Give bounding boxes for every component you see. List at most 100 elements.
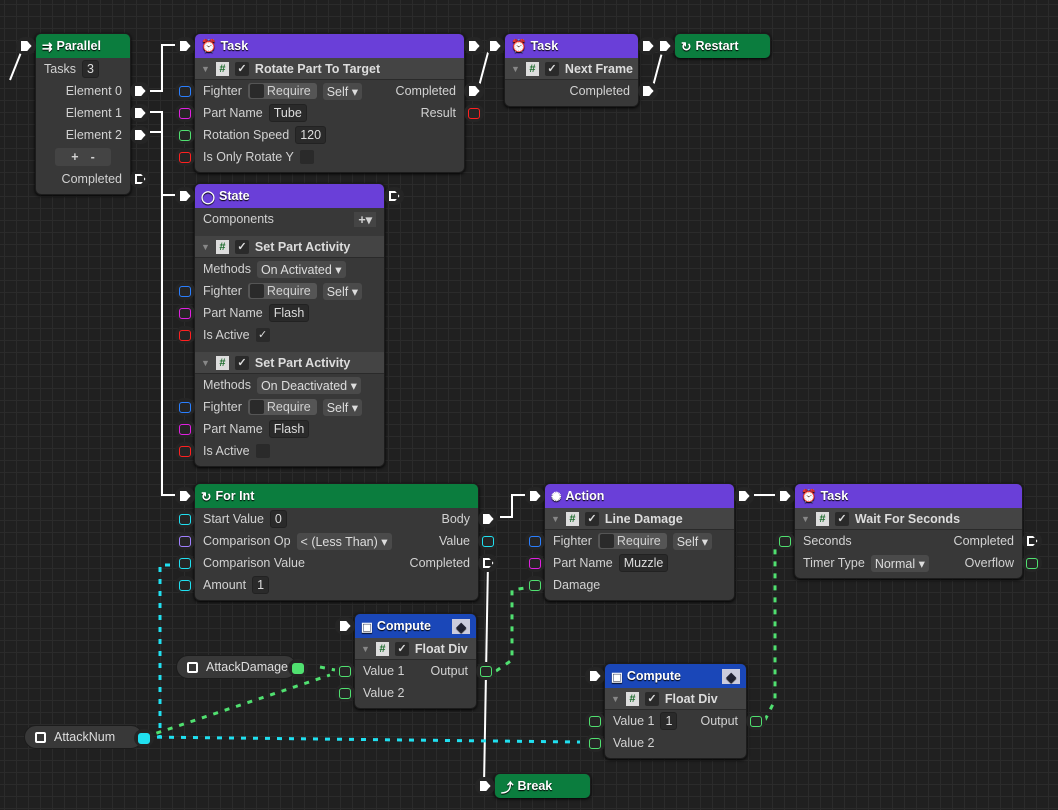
node-header[interactable]: ✺ Action xyxy=(525,484,754,508)
port-in[interactable] xyxy=(655,37,675,55)
value-field[interactable]: 3 xyxy=(81,60,99,78)
require-toggle[interactable]: Require xyxy=(247,283,317,299)
dropdown[interactable]: Normal xyxy=(870,554,929,572)
node-header[interactable]: ◯ State xyxy=(175,184,404,208)
port-in[interactable] xyxy=(175,576,195,594)
value-field[interactable]: Flash xyxy=(268,304,310,322)
port-in[interactable] xyxy=(175,282,195,300)
node-parallel[interactable]: ⇉ Parallel Tasks 3 Element 0 Element 1 Element… xyxy=(16,33,150,195)
value-field[interactable]: Muzzle xyxy=(618,554,669,572)
settings-button[interactable]: ◈ xyxy=(452,618,470,634)
collapse-arrow-icon[interactable]: ▼ xyxy=(201,357,210,368)
port-out[interactable] xyxy=(478,554,498,572)
port-in[interactable] xyxy=(585,712,605,730)
require-toggle[interactable]: Require xyxy=(597,533,667,549)
checkbox[interactable] xyxy=(249,400,264,414)
port-in[interactable] xyxy=(585,667,605,685)
checkbox[interactable] xyxy=(599,534,614,548)
port-out[interactable] xyxy=(464,37,484,55)
port-in[interactable] xyxy=(175,37,195,55)
enabled-checkbox[interactable]: ✓ xyxy=(644,691,659,706)
port-in[interactable] xyxy=(335,684,355,702)
port-in[interactable] xyxy=(175,104,195,122)
value-field[interactable]: 120 xyxy=(295,126,327,144)
enabled-checkbox[interactable]: ✓ xyxy=(834,511,849,526)
collapse-arrow-icon[interactable]: ▼ xyxy=(361,643,370,654)
port-out[interactable] xyxy=(478,532,498,550)
port-in[interactable] xyxy=(525,532,545,550)
checkbox[interactable] xyxy=(299,150,314,164)
checkbox[interactable] xyxy=(255,444,270,458)
port-out[interactable] xyxy=(130,170,150,188)
port-in[interactable] xyxy=(525,576,545,594)
port-out[interactable] xyxy=(734,487,754,505)
node-action[interactable]: ✺Action ▼ # ✓ Line Damage Fighter Require Self P… xyxy=(525,483,754,601)
variable-attackdamage[interactable]: AttackDamage xyxy=(176,655,308,679)
port-in[interactable] xyxy=(775,487,795,505)
value-field[interactable]: 1 xyxy=(252,576,270,594)
node-compute1[interactable]: ▣ Compute ◈ ▼ # ✓ Float Div Value 1 Output Value … xyxy=(335,613,496,709)
node-task3[interactable]: ⏰ Task ▼ # ✓ Wait For Seconds Seconds Completed… xyxy=(775,483,1042,579)
dropdown[interactable]: On Activated xyxy=(256,260,346,278)
checkbox[interactable] xyxy=(249,84,264,98)
node-forint[interactable]: ↻ For Int Start Value 0 Body Comparison Op < (… xyxy=(175,483,498,601)
port-in[interactable] xyxy=(175,326,195,344)
port-out[interactable] xyxy=(134,729,154,747)
checkbox[interactable] xyxy=(249,284,264,298)
port-out[interactable] xyxy=(464,82,484,100)
port-in[interactable] xyxy=(335,617,355,635)
node-task2[interactable]: ⏰ Task ▼ # ✓ Next Frame Completed xyxy=(485,33,658,107)
remove-button[interactable]: - xyxy=(90,150,95,164)
variable-attacknum[interactable]: AttackNum xyxy=(24,725,154,749)
port-in[interactable] xyxy=(335,662,355,680)
port-in[interactable] xyxy=(175,487,195,505)
value-field[interactable]: Tube xyxy=(268,104,307,122)
value-field[interactable]: 1 xyxy=(660,712,678,730)
node-header[interactable]: ⏰ Task xyxy=(775,484,1022,508)
port-out[interactable] xyxy=(1022,532,1042,550)
port-out[interactable] xyxy=(130,126,150,144)
port-out[interactable] xyxy=(638,37,658,55)
collapse-arrow-icon[interactable]: ▼ xyxy=(611,693,620,704)
node-header[interactable]: ⏰ Task xyxy=(485,34,658,58)
collapse-arrow-icon[interactable]: ▼ xyxy=(551,513,560,524)
port-out[interactable] xyxy=(384,187,404,205)
enabled-checkbox[interactable]: ✓ xyxy=(234,239,249,254)
port-in[interactable] xyxy=(175,82,195,100)
port-in[interactable] xyxy=(16,37,36,55)
collapse-arrow-icon[interactable]: ▼ xyxy=(801,513,810,524)
node-task1[interactable]: ⏰ Task ▼ # ✓ Rotate Part To Target Fighter Requ… xyxy=(175,33,484,173)
dropdown[interactable]: On Deactivated xyxy=(256,376,361,394)
port-in[interactable] xyxy=(175,187,195,205)
port-out[interactable] xyxy=(464,104,484,122)
dropdown[interactable]: Self xyxy=(322,398,362,416)
dropdown[interactable]: < (Less Than) xyxy=(296,532,392,550)
enabled-checkbox[interactable]: ✓ xyxy=(394,641,409,656)
port-out[interactable] xyxy=(130,104,150,122)
port-in[interactable] xyxy=(525,554,545,572)
port-out[interactable] xyxy=(478,510,498,528)
port-in[interactable] xyxy=(175,148,195,166)
port-in[interactable] xyxy=(775,532,795,550)
node-state[interactable]: ◯ State Components +▾ ▼ # ✓ Set Part Activity Me… xyxy=(175,183,404,467)
add-button[interactable]: + xyxy=(71,150,79,164)
collapse-arrow-icon[interactable]: ▼ xyxy=(511,63,520,74)
node-header[interactable]: ⏰ Task xyxy=(175,34,484,58)
node-restart[interactable]: ↻ Restart xyxy=(655,33,771,58)
port-in[interactable] xyxy=(175,398,195,416)
port-in[interactable] xyxy=(525,487,545,505)
node-header[interactable]: ⤴ Break xyxy=(475,774,590,798)
node-header[interactable]: ⇉ Parallel xyxy=(16,34,130,58)
port-in[interactable] xyxy=(175,532,195,550)
port-out[interactable] xyxy=(476,662,496,680)
port-in[interactable] xyxy=(475,777,495,795)
port-in[interactable] xyxy=(175,304,195,322)
settings-button[interactable]: ◈ xyxy=(722,668,740,684)
port-out[interactable] xyxy=(746,712,766,730)
port-in[interactable] xyxy=(175,442,195,460)
port-in[interactable] xyxy=(485,37,505,55)
dropdown[interactable]: Self xyxy=(672,532,712,550)
port-out[interactable] xyxy=(1022,554,1042,572)
collapse-arrow-icon[interactable]: ▼ xyxy=(201,63,210,74)
dropdown[interactable]: Self xyxy=(322,282,362,300)
